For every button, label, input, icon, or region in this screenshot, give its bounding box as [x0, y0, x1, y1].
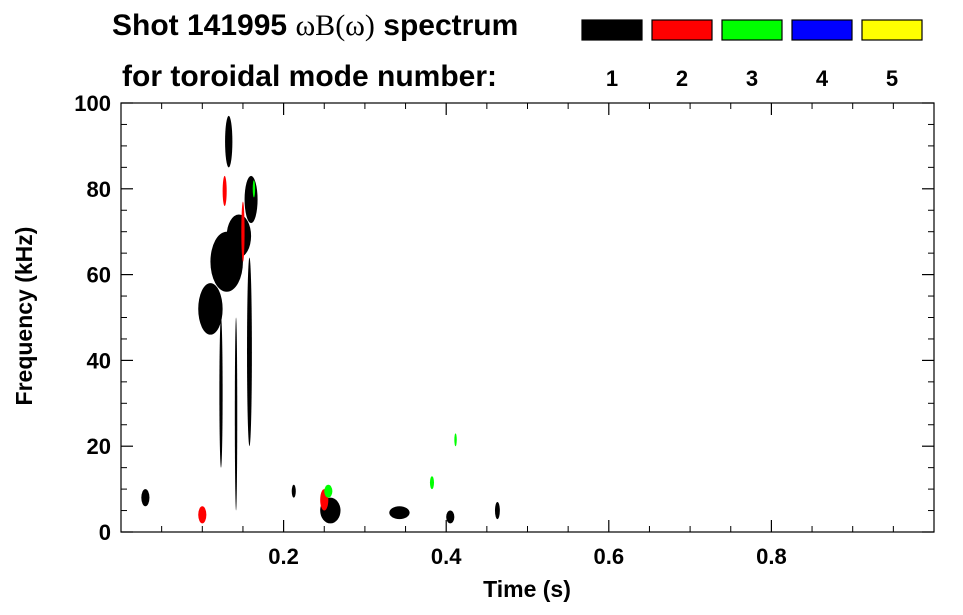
y-tick-label: 60	[87, 263, 111, 288]
spectral-feature-mode-1	[247, 257, 252, 447]
x-tick-label: 0.4	[431, 544, 462, 569]
legend-label-mode-3: 3	[746, 66, 758, 91]
chart-title-line2: for toroidal mode number:	[122, 60, 497, 93]
y-tick-label: 0	[99, 520, 111, 545]
y-tick-label: 100	[74, 91, 111, 116]
spectral-feature-mode-1	[291, 484, 296, 498]
spectral-feature-mode-1	[244, 175, 258, 224]
spectral-feature-mode-1	[234, 317, 238, 511]
legend-swatch-mode-2	[651, 19, 713, 41]
legend-label-mode-2: 2	[676, 66, 688, 91]
legend-label-mode-1: 1	[606, 66, 618, 91]
legend-swatch-mode-1	[581, 19, 643, 41]
title-prefix: Shot 141995	[112, 9, 295, 42]
spectral-feature-mode-2	[241, 201, 245, 262]
x-tick-label: 0.2	[268, 544, 299, 569]
legend-label-mode-5: 5	[886, 66, 898, 91]
y-tick-label: 20	[87, 434, 111, 459]
mode-legend: 1 2 3 4 5	[581, 19, 923, 91]
y-tick-label: 40	[87, 348, 111, 373]
y-tick-label: 80	[87, 177, 111, 202]
spectral-feature-mode-1	[226, 214, 252, 258]
spectral-feature-mode-3	[324, 484, 333, 498]
legend-label-mode-4: 4	[816, 66, 829, 91]
y-axis-title: Frequency (kHz)	[11, 227, 37, 406]
spectral-feature-mode-2	[198, 506, 207, 524]
axis-ticks: 0 20 40 60 80 100 0.2 0.4 0.6 0.8	[74, 91, 934, 569]
spectral-feature-mode-1	[389, 506, 410, 520]
plot-frame	[120, 102, 935, 533]
legend-swatch-mode-5	[861, 19, 923, 41]
spectral-feature-mode-3	[252, 180, 256, 198]
spectral-feature-mode-3	[429, 476, 435, 490]
legend-swatch-mode-4	[791, 19, 853, 41]
x-tick-label: 0.6	[594, 544, 625, 569]
spectral-features	[141, 115, 500, 524]
x-axis-title: Time (s)	[483, 576, 571, 602]
spectral-feature-mode-1	[198, 283, 223, 335]
spectral-feature-mode-3	[454, 433, 457, 447]
spectral-feature-mode-1	[494, 501, 500, 520]
spectral-feature-mode-2	[222, 175, 227, 206]
title-suffix: spectrum	[375, 9, 518, 42]
x-tick-label: 0.8	[756, 544, 787, 569]
title-math: ωB(ω)	[295, 9, 374, 42]
spectral-feature-mode-1	[219, 317, 223, 468]
spectral-feature-mode-1	[446, 510, 455, 524]
legend-swatch-mode-3	[721, 19, 783, 41]
spectral-feature-mode-1	[225, 115, 233, 168]
spectral-feature-mode-1	[141, 489, 150, 507]
chart-title-line1: Shot 141995 ωB(ω) spectrum	[112, 9, 518, 42]
